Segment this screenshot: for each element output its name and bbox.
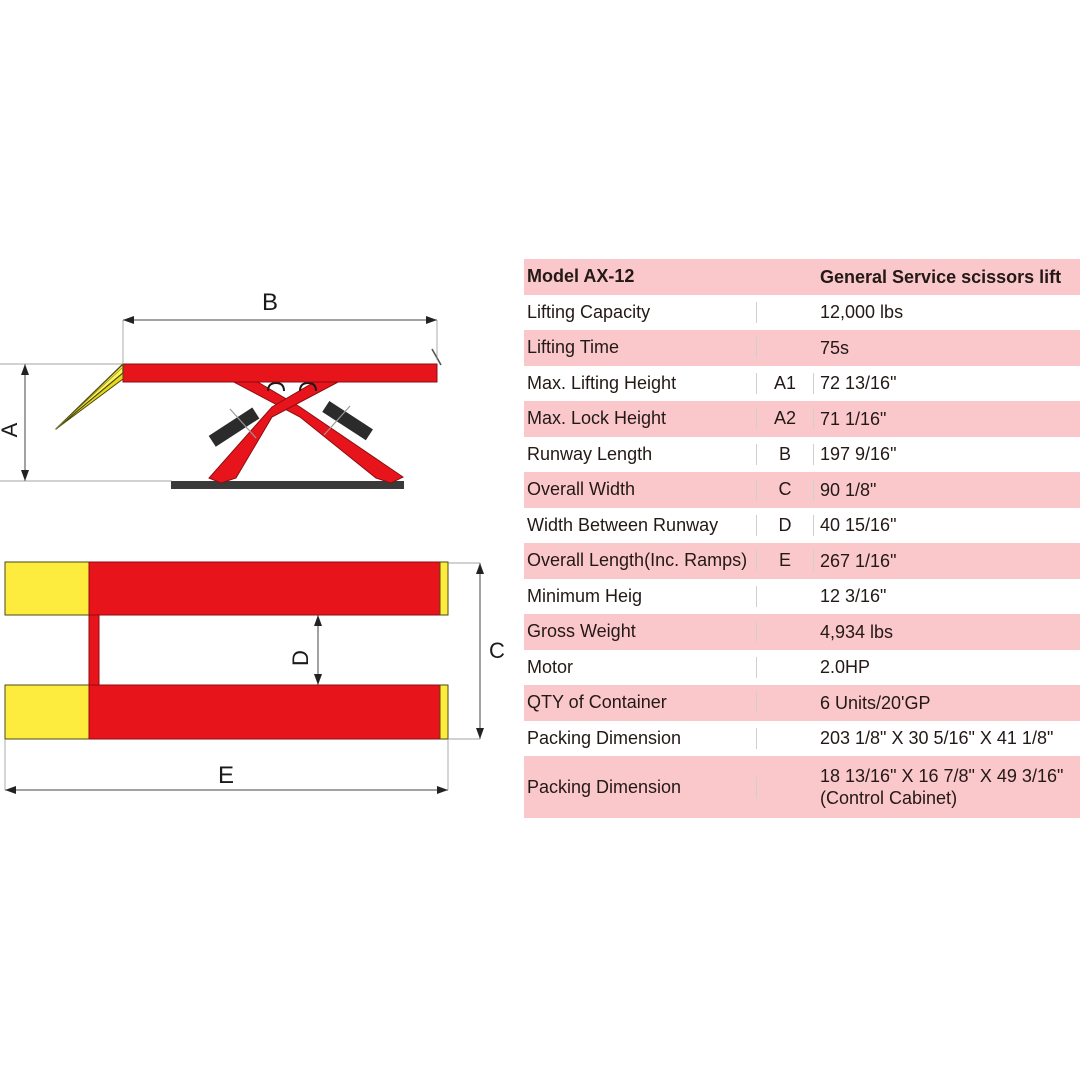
svg-text:B: B [262, 289, 278, 316]
svg-text:E: E [218, 762, 234, 789]
svg-text:A: A [0, 422, 22, 437]
svg-text:D: D [288, 650, 313, 666]
svg-text:C: C [489, 638, 505, 663]
